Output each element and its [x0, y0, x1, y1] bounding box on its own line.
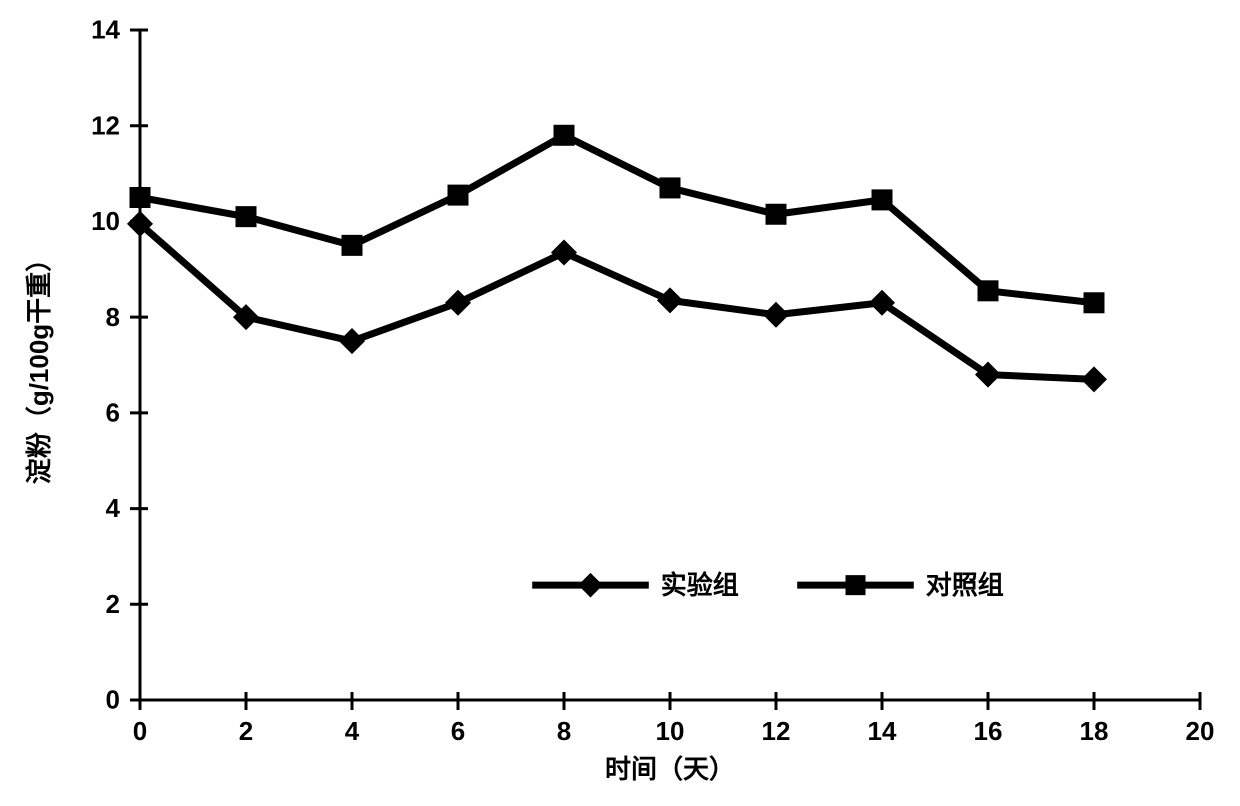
- x-tick-label: 0: [133, 716, 147, 746]
- y-tick-label: 6: [106, 398, 120, 428]
- series-marker-1: [448, 185, 468, 205]
- y-axis-label: 淀粉（g/100g干重）: [24, 246, 54, 484]
- x-tick-label: 18: [1080, 716, 1109, 746]
- x-tick-label: 6: [451, 716, 465, 746]
- chart-container: 0 2 4 6 8 10 12 14 16 18 20 0 2 4 6 8 10 12 14 时间（天） 淀粉（g/10…: [0, 0, 1240, 806]
- x-tick-label: 14: [868, 716, 897, 746]
- series-marker-1: [766, 204, 786, 224]
- legend-marker-1: [846, 575, 866, 595]
- series-marker-1: [872, 190, 892, 210]
- x-tick-label: 8: [557, 716, 571, 746]
- series-marker-1: [660, 178, 680, 198]
- x-axis-label: 时间（天）: [605, 754, 735, 784]
- y-tick-label: 12: [91, 110, 120, 140]
- y-tick-label: 14: [91, 15, 120, 45]
- x-tick-label: 20: [1186, 716, 1215, 746]
- y-tick-label: 2: [106, 589, 120, 619]
- y-tick-label: 4: [106, 493, 121, 523]
- y-tick-label: 0: [106, 685, 120, 715]
- series-marker-1: [978, 281, 998, 301]
- series-marker-1: [342, 235, 362, 255]
- series-marker-1: [554, 125, 574, 145]
- x-tick-label: 10: [656, 716, 685, 746]
- y-tick-label: 10: [91, 206, 120, 236]
- x-tick-label: 12: [762, 716, 791, 746]
- series-marker-1: [130, 188, 150, 208]
- series-marker-1: [1084, 293, 1104, 313]
- line-chart: 0 2 4 6 8 10 12 14 16 18 20 0 2 4 6 8 10 12 14 时间（天） 淀粉（g/10…: [0, 0, 1240, 806]
- y-tick-label: 8: [106, 302, 120, 332]
- series-marker-1: [236, 207, 256, 227]
- legend-label-0: 实验组: [661, 570, 739, 600]
- x-tick-label: 2: [239, 716, 253, 746]
- x-tick-label: 4: [345, 716, 360, 746]
- x-tick-label: 16: [974, 716, 1003, 746]
- legend-label-1: 对照组: [926, 570, 1004, 600]
